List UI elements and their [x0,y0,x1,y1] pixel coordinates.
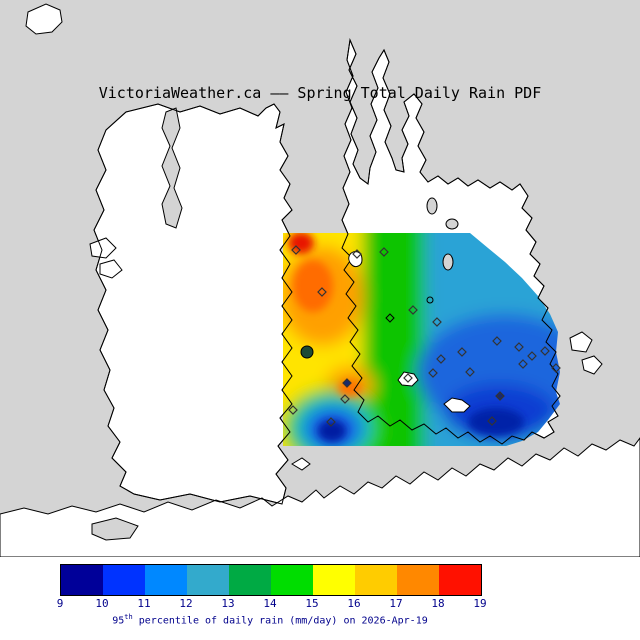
island-top-left [25,3,63,35]
colorbar-segment [103,565,145,595]
station-marker[interactable] [457,347,467,357]
station-marker[interactable] [492,336,502,346]
colorbar-tick-label: 12 [179,597,193,610]
station-marker[interactable] [403,373,413,383]
station-marker[interactable] [487,416,497,426]
colorbar-segment [397,565,439,595]
station-marker[interactable] [288,405,298,415]
station-marker[interactable] [518,359,528,369]
station-marker[interactable] [432,317,442,327]
lake [442,253,454,271]
station-marker[interactable] [540,346,550,356]
lagoon [443,397,471,413]
colorbar-segment [145,565,187,595]
colorbar-segment [61,565,103,595]
station-marker[interactable] [317,287,327,297]
station-marker[interactable] [342,378,352,388]
inlet [161,107,183,229]
coastline-overlay [93,103,293,505]
station-marker[interactable] [379,247,389,257]
colorbar-segment [313,565,355,595]
islet-outline [426,296,434,304]
station-marker[interactable] [514,342,524,352]
station-marker[interactable] [326,417,336,427]
colorbar-tick-label: 15 [305,597,319,610]
station-marker[interactable] [408,305,418,315]
station-marker[interactable] [495,391,505,401]
landmass-west [93,103,293,505]
colorbar-segment [187,565,229,595]
station-marker[interactable] [551,363,561,373]
island [581,355,603,375]
station-marker[interactable] [352,249,362,259]
lake [91,517,139,541]
colorbar-ticks: 9 10 11 12 13 14 15 16 17 18 19 [56,597,487,611]
coastline-overlay [341,38,561,445]
colorbar-segment [355,565,397,595]
landmass-south [0,437,640,557]
station-marker[interactable] [340,394,350,404]
colorbar-tick-label: 14 [263,597,277,610]
colorbar [60,564,482,596]
colorbar-tick-label: 13 [221,597,235,610]
lake [426,197,438,215]
caption-prefix: 95 [112,615,125,627]
colorbar-tick-label: 10 [95,597,109,610]
caption-superscript: th [124,613,133,621]
colorbar-segment [439,565,481,595]
map-canvas: VictoriaWeather.ca —— Spring Total Daily… [0,0,640,557]
station-marker[interactable] [300,345,314,359]
island [89,237,117,259]
station-marker[interactable] [527,351,537,361]
peninsula-white [397,371,419,387]
lake [445,218,459,230]
islet-outline [385,313,395,323]
colorbar-tick-label: 19 [473,597,487,610]
bay-outline [348,251,363,268]
colorbar-tick-label: 16 [347,597,361,610]
colorbar-tick-label: 17 [389,597,403,610]
colorbar-tick-label: 11 [137,597,151,610]
station-marker[interactable] [291,245,301,255]
island [291,457,311,471]
island [99,259,123,279]
colorbar-caption: 95th percentile of daily rain (mm/day) o… [60,611,480,627]
station-markers [288,245,561,427]
map-title: VictoriaWeather.ca —— Spring Total Daily… [99,84,542,102]
colorbar-tick-label: 18 [431,597,445,610]
colorbar-segment [271,565,313,595]
station-marker[interactable] [465,367,475,377]
colorbar-tick-label: 9 [56,597,64,610]
station-marker[interactable] [428,368,438,378]
caption-rest: percentile of daily rain (mm/day) on 202… [132,615,428,627]
island [569,331,593,353]
station-marker[interactable] [436,354,446,364]
colorbar-segment [229,565,271,595]
